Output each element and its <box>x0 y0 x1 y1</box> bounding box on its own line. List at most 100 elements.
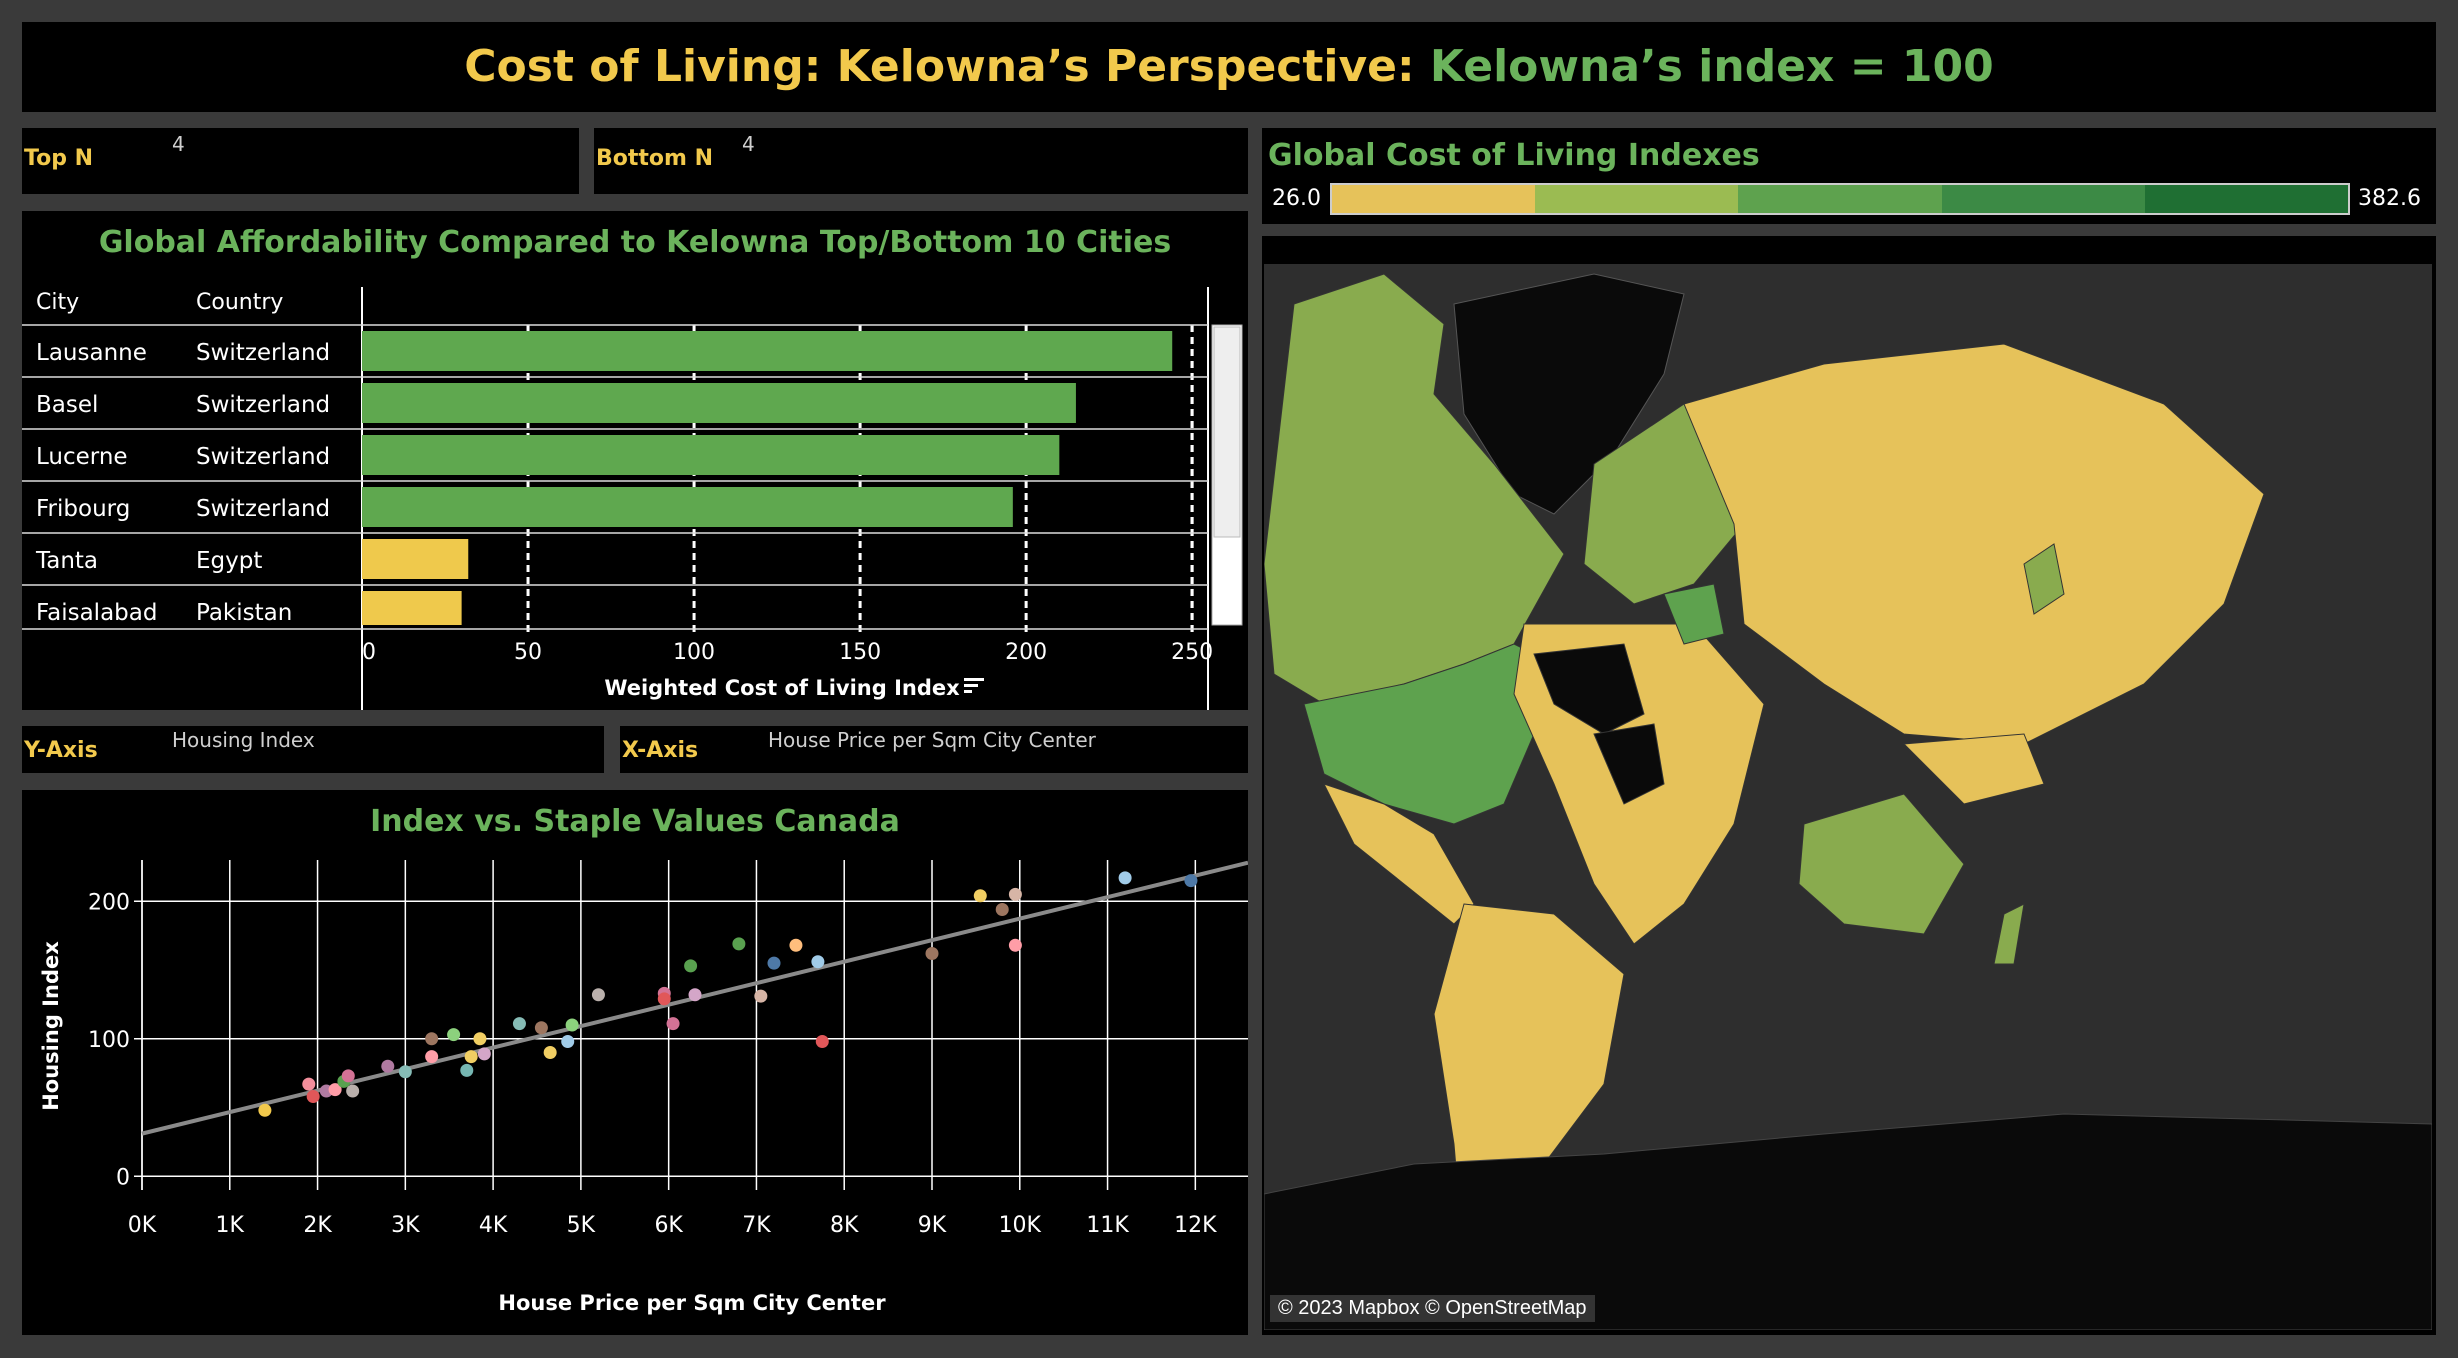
top-n-value[interactable]: 4 <box>172 132 185 156</box>
scatter-point[interactable] <box>398 1065 412 1079</box>
scatter-point[interactable] <box>767 956 781 970</box>
scatter-x-tick: 8K <box>830 1213 859 1238</box>
map-attribution[interactable]: © 2023 Mapbox © OpenStreetMap <box>1270 1295 1595 1322</box>
scatter-point[interactable] <box>1008 938 1022 952</box>
legend-color-step <box>1535 185 1739 213</box>
x-axis-parameter[interactable]: X-Axis House Price per Sqm City Center <box>620 726 1248 773</box>
scatter-chart-title: Index vs. Staple Values Canada <box>370 804 900 839</box>
scatter-point[interactable] <box>591 988 605 1002</box>
scatter-point[interactable] <box>688 988 702 1002</box>
scatter-point[interactable] <box>1008 887 1022 901</box>
scatter-point[interactable] <box>543 1046 557 1059</box>
scatter-plot: 0K 1K 2K 3K 4K 5K 6K 7K 8K 9K 10K 11K 12K 0 100 200 Hous… <box>39 860 1248 1315</box>
scatter-point[interactable] <box>460 1063 474 1077</box>
scatter-point[interactable] <box>473 1032 487 1046</box>
scatter-point[interactable] <box>973 889 987 903</box>
scatter-point[interactable] <box>302 1077 316 1091</box>
row-city: Fribourg <box>36 496 130 522</box>
scatter-point[interactable] <box>995 903 1009 916</box>
legend-color-step <box>1332 185 1536 213</box>
world-map-svg[interactable] <box>1264 264 2432 1330</box>
sort-icon[interactable] <box>964 678 984 693</box>
scatter-point[interactable] <box>477 1047 491 1061</box>
scatter-x-tick: 3K <box>391 1213 420 1238</box>
title-perspective: Cost of Living: Kelowna’s Perspective: <box>464 41 1430 92</box>
x-axis-value[interactable]: House Price per Sqm City Center <box>768 728 1096 752</box>
bar-tanta[interactable] <box>362 539 469 579</box>
y-axis-value[interactable]: Housing Index <box>172 728 315 752</box>
bottom-n-parameter[interactable]: Bottom N 4 <box>594 128 1248 194</box>
legend-color-step <box>1738 185 1942 213</box>
bar-scrollbar-thumb[interactable] <box>1213 326 1241 538</box>
bar-lucerne[interactable] <box>362 435 1060 475</box>
scatter-point[interactable] <box>425 1032 439 1046</box>
scatter-point[interactable] <box>732 937 746 951</box>
scatter-point[interactable] <box>925 947 939 960</box>
color-scale-legend <box>1330 183 2350 215</box>
map-region-japan <box>2023 543 2065 615</box>
bottom-n-label: Bottom N <box>596 146 714 171</box>
y-axis-parameter[interactable]: Y-Axis Housing Index <box>22 726 604 773</box>
top-n-parameter[interactable]: Top N 4 <box>22 128 579 194</box>
affordability-bar-chart: City Country Lausanne Switzerland Basel Switz… <box>22 287 1243 710</box>
bar-x-axis-title: Weighted Cost of Living Index <box>604 676 960 700</box>
scatter-point[interactable] <box>534 1021 548 1035</box>
bar-basel[interactable] <box>362 383 1076 423</box>
scatter-point[interactable] <box>561 1035 575 1048</box>
scatter-point[interactable] <box>1184 874 1198 888</box>
scatter-point[interactable] <box>666 1017 680 1031</box>
scatter-point[interactable] <box>381 1059 395 1073</box>
scatter-x-tick: 7K <box>742 1213 771 1238</box>
bar-lausanne[interactable] <box>362 331 1173 371</box>
map-region-australia <box>1798 793 1965 935</box>
scatter-point[interactable] <box>346 1084 360 1098</box>
row-country: Egypt <box>196 548 262 574</box>
scatter-point[interactable] <box>565 1018 579 1032</box>
scatter-point[interactable] <box>684 959 698 973</box>
scatter-y-tick: 100 <box>88 1028 130 1053</box>
scatter-point[interactable] <box>258 1103 272 1117</box>
scatter-point[interactable] <box>512 1017 526 1031</box>
scatter-point[interactable] <box>425 1050 439 1064</box>
map-region-africa-nodata-2 <box>1593 723 1665 805</box>
row-city: Basel <box>36 392 98 418</box>
top-n-label: Top N <box>24 146 94 171</box>
x-axis-label: X-Axis <box>622 738 699 763</box>
legend-min-value: 26.0 <box>1272 186 1321 211</box>
row-city: Tanta <box>35 548 98 574</box>
map-panel: © 2023 Mapbox © OpenStreetMap <box>1262 236 2436 1335</box>
scatter-y-axis-title: Housing Index <box>39 941 63 1111</box>
scatter-x-tick: 10K <box>999 1213 1042 1238</box>
map-legend-panel: Global Cost of Living Indexes 26.0 382.6 <box>1262 128 2436 224</box>
row-country: Switzerland <box>196 444 330 470</box>
bar-faisalabad[interactable] <box>362 591 462 625</box>
bar-fribourg[interactable] <box>362 487 1013 527</box>
scatter-x-tick: 12K <box>1174 1213 1217 1238</box>
scatter-point[interactable] <box>328 1083 342 1097</box>
scatter-point[interactable] <box>789 938 803 952</box>
affordability-chart-panel: Global Affordability Compared to Kelowna… <box>22 211 1248 710</box>
scatter-x-tick: 11K <box>1086 1213 1129 1238</box>
scatter-y-tick: 0 <box>116 1165 130 1190</box>
scatter-point[interactable] <box>464 1050 478 1064</box>
scatter-x-tick: 5K <box>567 1213 596 1238</box>
world-map[interactable]: © 2023 Mapbox © OpenStreetMap <box>1264 264 2432 1330</box>
row-city: Lausanne <box>36 340 147 366</box>
bottom-n-value[interactable]: 4 <box>742 132 755 156</box>
scatter-point[interactable] <box>815 1035 829 1048</box>
map-region-southeast-asia <box>1902 733 2045 805</box>
scatter-x-axis-title: House Price per Sqm City Center <box>498 1291 886 1315</box>
scatter-point[interactable] <box>341 1069 355 1083</box>
scatter-point[interactable] <box>1118 871 1132 885</box>
scatter-point[interactable] <box>754 989 768 1003</box>
row-city: Faisalabad <box>36 600 157 626</box>
scatter-point[interactable] <box>306 1090 320 1103</box>
bar-tick-label: 150 <box>839 640 881 665</box>
scatter-point[interactable] <box>447 1028 461 1042</box>
scatter-point[interactable] <box>811 955 825 969</box>
y-axis-label: Y-Axis <box>24 738 98 763</box>
col-header-country: Country <box>196 290 283 315</box>
scatter-point[interactable] <box>657 992 671 1006</box>
scatter-x-tick: 1K <box>216 1213 245 1238</box>
map-region-middle-east <box>1663 583 1725 645</box>
